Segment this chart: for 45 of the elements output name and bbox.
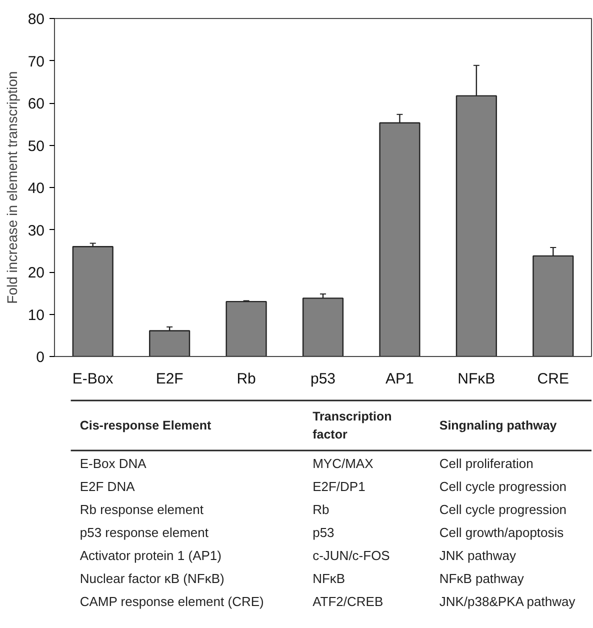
- text: Rb response element: [80, 502, 204, 517]
- text: ATF2/CREB: [312, 594, 384, 609]
- text: NFκB: [312, 571, 346, 586]
- text: Nuclear factor κB (NFκB): [80, 571, 224, 586]
- x-tick-label: E-Box: [72, 370, 114, 388]
- bar: [302, 298, 344, 356]
- x-tick-label: E2F: [156, 370, 184, 388]
- x-tick-label: AP1: [386, 370, 414, 388]
- text: p53 response element: [80, 525, 209, 540]
- x-tick-label: p53: [310, 370, 336, 388]
- text: E-Box DNA: [80, 456, 147, 471]
- y-tick-label: 80: [28, 11, 45, 28]
- text: MYC/MAX: [312, 456, 374, 471]
- text: Cell cycle progression: [439, 479, 567, 494]
- text: E2F DNA: [80, 479, 136, 494]
- y-tick-label: 0: [36, 349, 44, 366]
- y-tick-label: 20: [28, 264, 45, 282]
- y-tick-label: 10: [28, 306, 45, 324]
- text: E2F/DP1: [312, 479, 366, 494]
- text: Rb: [312, 502, 330, 517]
- text: Cell cycle progression: [439, 502, 567, 517]
- text: Cell growth/apoptosis: [439, 525, 564, 540]
- y-tick-label: 30: [28, 222, 45, 240]
- y-tick-label: 70: [28, 53, 45, 70]
- text: Cell proliferation: [439, 456, 534, 471]
- x-tick-label: Rb: [236, 370, 256, 388]
- text: Activator protein 1 (AP1): [80, 548, 222, 563]
- x-tick-label: CRE: [537, 370, 569, 388]
- bar: [72, 246, 114, 356]
- text: JNK pathway: [439, 548, 516, 563]
- text: NFκB pathway: [439, 571, 524, 586]
- text: p53: [312, 525, 334, 540]
- y-tick-label: 60: [28, 96, 45, 112]
- text: Cis-response Element: [80, 418, 212, 432]
- text: c-JUN/c-FOS: [312, 548, 390, 563]
- text: Singnaling pathway: [439, 418, 557, 432]
- bar: [149, 330, 190, 356]
- bar: [226, 300, 267, 356]
- text: JNK/p38&PKA pathway: [439, 594, 576, 609]
- text: Transcription factor: [312, 409, 392, 442]
- y-tick-label: 40: [28, 180, 45, 197]
- x-tick-label: NFκB: [458, 370, 496, 388]
- text: CAMP response element (CRE): [80, 594, 264, 609]
- y-tick-label: 50: [28, 138, 45, 155]
- y-axis-title: Fold increase in element transcription: [4, 71, 20, 304]
